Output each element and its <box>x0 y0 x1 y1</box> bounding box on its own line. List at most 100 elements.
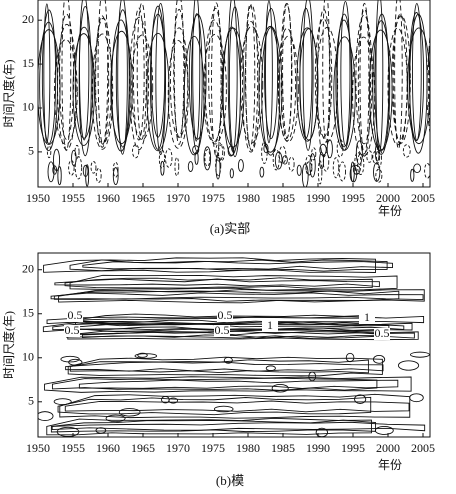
label-bg <box>214 325 230 337</box>
y-tick-label: 10 <box>22 350 34 364</box>
contour-line <box>64 400 410 413</box>
contour-line <box>413 163 422 174</box>
contour-line <box>265 365 276 372</box>
x-tick-label: 1990 <box>306 441 330 455</box>
contour-label: 0.5 <box>215 323 230 337</box>
contour-line <box>160 395 170 404</box>
contour-line <box>203 146 212 171</box>
contour-line <box>43 257 376 273</box>
contour-line <box>340 1 351 147</box>
contour-line <box>374 143 380 162</box>
x-tick-label: 2000 <box>376 191 400 205</box>
contour-line <box>78 5 92 157</box>
contour-line <box>110 30 133 145</box>
contour-line <box>359 2 370 155</box>
y-tick-label: 15 <box>22 56 34 70</box>
contour-line <box>374 13 390 151</box>
contour-line <box>335 19 353 148</box>
contours <box>38 257 430 437</box>
contour-line <box>50 292 424 301</box>
contour-line <box>272 148 280 171</box>
contour-line <box>46 417 372 436</box>
contour-line <box>132 144 140 159</box>
x-tick-label: 1955 <box>61 441 85 455</box>
label-bg <box>359 312 375 324</box>
x-tick-label: 1950 <box>26 191 50 205</box>
y-tick-label: 5 <box>28 144 34 158</box>
caption: (a)实部 <box>210 221 250 236</box>
contour-line <box>74 144 80 159</box>
x-tick-label: 1960 <box>96 441 120 455</box>
contour-line <box>78 379 399 389</box>
contour-line <box>79 0 90 141</box>
contour-label: 0.5 <box>65 323 80 337</box>
contour-line <box>410 168 415 182</box>
contour-line <box>158 149 166 169</box>
contour-line <box>394 0 403 150</box>
contour-line <box>53 290 400 302</box>
contour-line <box>112 161 119 178</box>
contour-line <box>95 15 110 148</box>
contour-line <box>316 26 339 143</box>
contour-line <box>245 4 259 151</box>
x-tick-label: 2005 <box>411 191 435 205</box>
x-tick-label: 1985 <box>271 441 295 455</box>
x-tick-label: 1980 <box>236 441 260 455</box>
contour-line <box>427 30 430 132</box>
contour-line <box>261 27 281 156</box>
contour-line <box>44 376 412 393</box>
contour-line <box>81 331 390 339</box>
contour-label: 0.5 <box>68 308 83 322</box>
contour-line <box>68 159 75 176</box>
contour-line <box>95 167 102 183</box>
contour-line <box>150 5 166 138</box>
contour-line <box>160 160 165 176</box>
contour-line <box>282 155 288 165</box>
contour-line <box>72 33 95 146</box>
contour-line <box>57 396 372 416</box>
contour-line <box>129 16 149 151</box>
contour-line <box>173 0 185 145</box>
contour-line <box>60 355 80 363</box>
contour-label: 1 <box>267 318 273 332</box>
contour-line <box>56 426 80 437</box>
contour-line <box>136 2 147 140</box>
contour-line <box>355 14 373 145</box>
contour-line <box>265 0 273 144</box>
contour-line <box>322 0 330 143</box>
x-tick-label: 1990 <box>306 191 330 205</box>
contour-line <box>322 151 330 172</box>
x-tick-label: 1970 <box>166 191 190 205</box>
contour-line <box>183 35 205 156</box>
y-tick-label: 15 <box>22 305 34 319</box>
contour-line <box>317 160 323 185</box>
contour-line <box>357 8 371 157</box>
contour-line <box>237 159 244 172</box>
contour-line <box>131 34 154 141</box>
contour-line <box>82 260 393 270</box>
contour-line <box>149 13 166 150</box>
contour-line <box>174 157 180 177</box>
x-tick-label: 2000 <box>376 441 400 455</box>
contour-line <box>301 163 309 187</box>
contour-line <box>223 356 233 364</box>
contour-line <box>203 33 227 145</box>
contour-line <box>280 3 293 140</box>
contour-line <box>215 142 224 162</box>
contour-line <box>97 0 109 145</box>
contour-line <box>191 13 203 152</box>
contour-line <box>47 161 55 183</box>
contour-line <box>333 36 356 151</box>
y-tick-label: 20 <box>22 12 34 26</box>
contour-line <box>192 0 201 142</box>
contour-line <box>326 139 333 159</box>
contour-line <box>65 361 384 372</box>
contour-line <box>53 148 61 172</box>
label-bg <box>374 328 390 340</box>
contour-line <box>271 383 289 393</box>
x-axis-label: 年份 <box>378 204 402 218</box>
contour-line <box>38 29 61 145</box>
plot-frame <box>37 252 431 438</box>
x-tick-label: 1970 <box>166 441 190 455</box>
contour-line <box>409 393 424 403</box>
